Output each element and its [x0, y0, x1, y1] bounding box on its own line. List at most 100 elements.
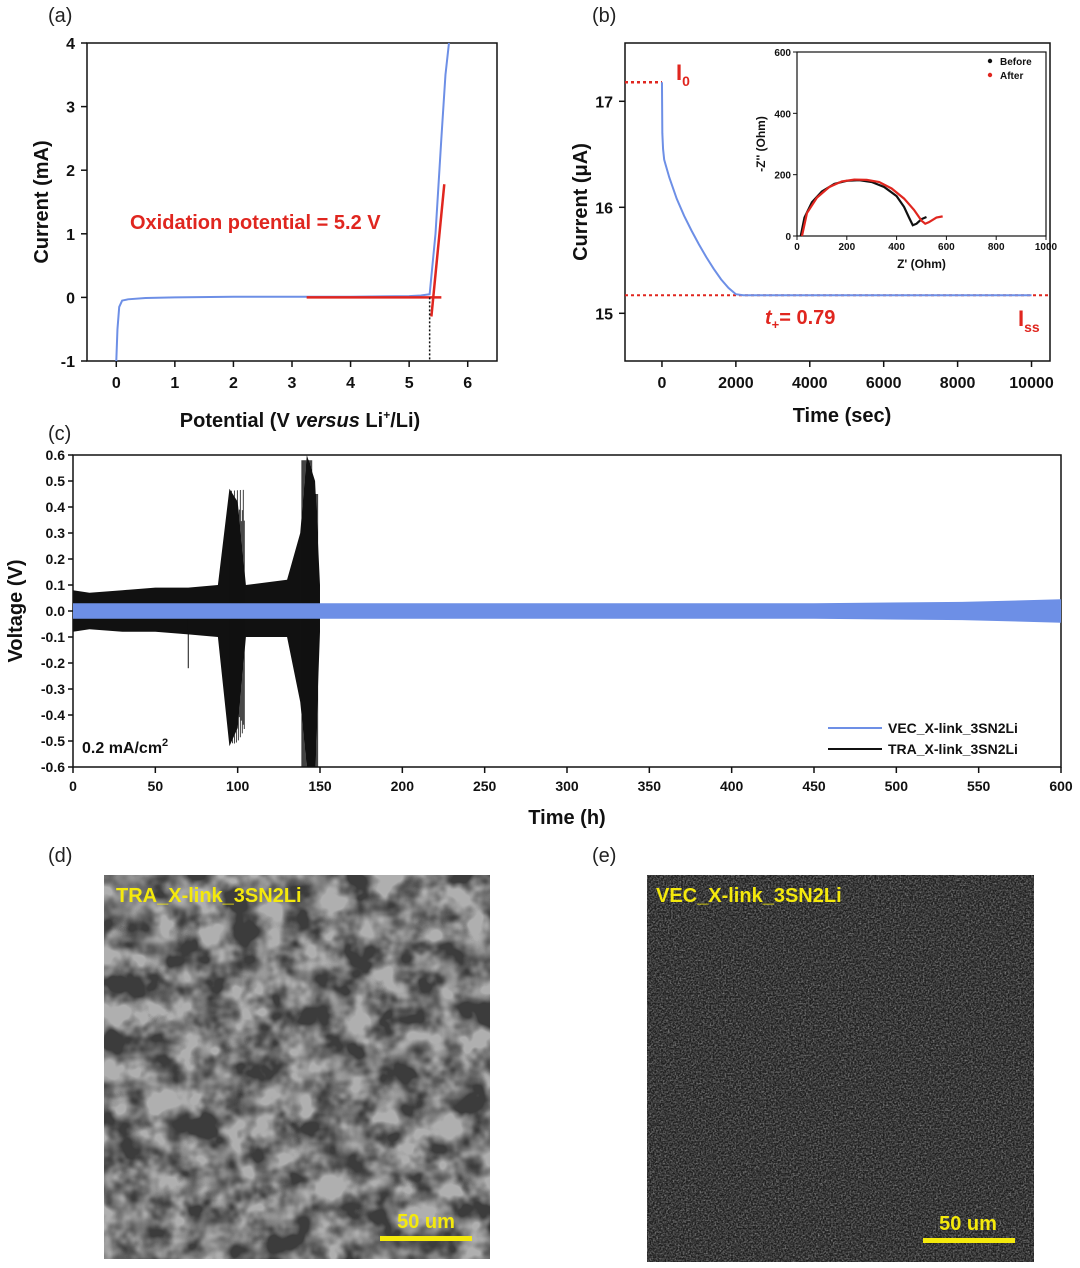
current-density-label: 0.2 mA/cm2: [82, 737, 168, 757]
chart-b-ytick-label: 16: [595, 200, 613, 217]
inset-xtick-label: 400: [888, 242, 905, 253]
inset-series-after: [800, 178, 943, 237]
chart-c-ytick-label: -0.3: [41, 681, 65, 697]
chart-a-ytick-label: 1: [66, 227, 75, 244]
chart-c-xtick-label: 450: [802, 778, 826, 794]
chart-a-ytick-label: 0: [66, 290, 75, 307]
panel-label-e: (e): [592, 845, 616, 867]
chart-b-series-line: [660, 82, 1032, 297]
inset-xtick-label: 1000: [1035, 242, 1058, 253]
inset-frame: [796, 51, 1047, 237]
chart-a-frame: [86, 42, 498, 362]
chart-b-ylabel: Current (μA): [570, 143, 592, 261]
sem-label-e: VEC_X-link_3SN2Li: [656, 885, 842, 907]
transference-label: t+= 0.79: [765, 307, 835, 332]
chart-c-xtick-label: 300: [555, 778, 579, 794]
chart-a-xtick-label: 2: [229, 375, 238, 392]
chart-c-xtick-label: 600: [1049, 778, 1073, 794]
chart-a-series-line: [115, 42, 450, 362]
chart-c-ytick-label: 0.2: [46, 551, 66, 567]
chart-c-xlabel: Time (h): [528, 807, 605, 829]
sem-image-e: VEC_X-link_3SN2Li 50 um: [647, 875, 1034, 1262]
chart-c: Time (h) Voltage (V) 0.2 mA/cm2 0 50 100 15…: [5, 447, 1073, 829]
chart-c-ylabel: Voltage (V): [5, 560, 27, 663]
chart-b-xtick-label: 2000: [718, 375, 754, 392]
chart-a-tangent-line: [430, 184, 446, 317]
chart-a-xlabel: Potential (V versus Li+/Li): [180, 408, 420, 432]
chart-c-xtick-label: 100: [226, 778, 250, 794]
chart-c-xtick-label: 550: [967, 778, 991, 794]
chart-a: Potential (V versus Li+/Li) Current (mA)…: [31, 36, 498, 432]
chart-c-xtick-label: 250: [473, 778, 497, 794]
scale-bar-d: [380, 1236, 472, 1241]
chart-b: Time (sec) Current (μA) 0 2000 4000 6000 800…: [570, 42, 1058, 427]
chart-c-ytick-label: 0.4: [46, 499, 66, 515]
chart-c-ytick-label: 0.0: [46, 603, 66, 619]
scale-label-d: 50 um: [397, 1211, 455, 1233]
chart-c-ytick-label: -0.2: [41, 655, 65, 671]
inset-xtick-label: 0: [794, 242, 800, 253]
scale-label-e: 50 um: [939, 1213, 997, 1235]
chart-c-xtick-label: 50: [148, 778, 164, 794]
inset-ytick-label: 200: [774, 171, 791, 182]
scale-bar-e: [923, 1238, 1015, 1243]
chart-a-ytick-label: 3: [66, 100, 75, 117]
panel-label-d: (d): [48, 845, 72, 867]
chart-b-xtick-label: 10000: [1009, 375, 1054, 392]
chart-b-xtick-label: 8000: [940, 375, 976, 392]
inset-legend-marker: [987, 58, 993, 64]
inset-xlabel: Z' (Ohm): [897, 257, 946, 271]
chart-c-xtick-label: 350: [638, 778, 662, 794]
chart-a-xtick-label: 5: [405, 375, 414, 392]
inset-legend-marker: [987, 72, 993, 78]
chart-b-frame: [624, 42, 1051, 362]
chart-b-xtick-label: 0: [658, 375, 667, 392]
iss-label: Iss: [1018, 306, 1040, 335]
chart-c-ytick-label: 0.5: [46, 473, 66, 489]
inset-ytick-label: 400: [774, 109, 791, 120]
chart-b-ytick-label: 15: [595, 306, 613, 323]
vec-voltage-band: [73, 599, 1061, 623]
chart-c-ytick-label: -0.4: [41, 707, 65, 723]
chart-a-xtick-label: 3: [288, 375, 297, 392]
inset-ylabel: -Z'' (Ohm): [754, 116, 768, 172]
panel-label-b: (b): [592, 5, 616, 27]
chart-b-xtick-label: 6000: [866, 375, 902, 392]
chart-a-xtick-label: 4: [346, 375, 355, 392]
inset-xtick-label: 600: [938, 242, 955, 253]
chart-a-xtick-label: 6: [463, 375, 472, 392]
chart-c-ytick-label: -0.1: [41, 629, 65, 645]
inset-legend-label: After: [1000, 71, 1023, 82]
chart-a-ytick-label: 4: [66, 36, 75, 53]
inset-xtick-label: 800: [988, 242, 1005, 253]
chart-b-ytick-label: 17: [595, 94, 613, 111]
inset-legend-label: Before: [1000, 57, 1032, 68]
chart-c-ytick-label: 0.6: [46, 447, 66, 463]
sem-image-d: TRA_X-link_3SN2Li 50 um: [104, 875, 490, 1259]
inset-ytick-label: 600: [774, 48, 791, 59]
inset-xtick-label: 200: [838, 242, 855, 253]
panel-label-a: (a): [48, 5, 72, 27]
chart-a-ytick-label: -1: [61, 354, 75, 371]
chart-c-legend-label: VEC_X-link_3SN2Li: [888, 720, 1018, 736]
chart-a-ylabel: Current (mA): [31, 140, 53, 263]
i0-label: I0: [676, 60, 690, 89]
chart-a-xtick-label: 1: [170, 375, 179, 392]
chart-c-ytick-label: -0.6: [41, 759, 65, 775]
chart-c-ytick-label: 0.3: [46, 525, 66, 541]
chart-c-xtick-label: 0: [69, 778, 77, 794]
chart-c-xtick-label: 400: [720, 778, 744, 794]
chart-a-ytick-label: 2: [66, 163, 75, 180]
eis-inset: 0 200 400 600 800 1000 0 200 400 600 Z' (Ohm) -Z'' …: [754, 48, 1058, 271]
chart-c-xtick-label: 150: [308, 778, 332, 794]
chart-c-xtick-label: 200: [391, 778, 415, 794]
chart-c-legend-label: TRA_X-link_3SN2Li: [888, 741, 1018, 757]
chart-c-ytick-label: -0.5: [41, 733, 65, 749]
panel-label-c: (c): [48, 423, 71, 445]
chart-c-ytick-label: 0.1: [46, 577, 66, 593]
sem-label-d: TRA_X-link_3SN2Li: [116, 885, 302, 907]
chart-c-xtick-label: 500: [885, 778, 909, 794]
chart-a-xtick-label: 0: [112, 375, 121, 392]
chart-b-xtick-label: 4000: [792, 375, 828, 392]
